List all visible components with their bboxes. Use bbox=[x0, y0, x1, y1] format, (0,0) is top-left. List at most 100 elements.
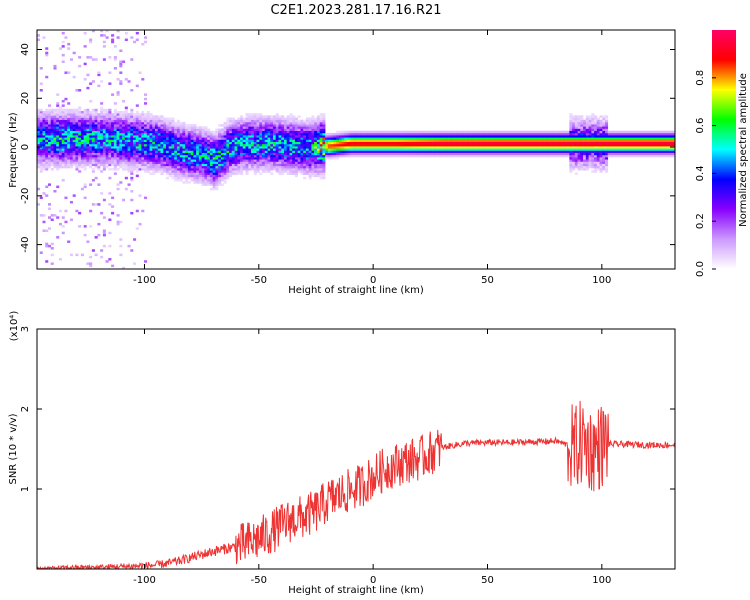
spectrogram-cell bbox=[448, 137, 452, 140]
spectrogram-cell bbox=[465, 132, 469, 136]
spectrogram-cell bbox=[637, 146, 641, 149]
spectrogram-cell bbox=[415, 137, 419, 140]
spectrogram-cell bbox=[187, 148, 191, 151]
spectrogram-cell bbox=[229, 141, 233, 145]
spectrogram-cell bbox=[201, 159, 205, 162]
spectrogram-cell bbox=[91, 203, 95, 206]
spectrogram-cell bbox=[83, 130, 87, 134]
spectrogram-cell bbox=[404, 141, 408, 145]
spectrogram-cell bbox=[363, 148, 367, 151]
spectrogram-cell bbox=[105, 161, 109, 164]
spectrogram-cell bbox=[251, 130, 255, 134]
spectrogram-cell bbox=[56, 130, 60, 134]
spectrogram-cell bbox=[160, 161, 164, 164]
spectrogram-cell bbox=[294, 174, 298, 178]
spectrogram-cell bbox=[45, 154, 49, 158]
spectrogram-cell bbox=[149, 172, 153, 175]
spectrogram-cell bbox=[412, 148, 416, 151]
spectrogram-cell bbox=[157, 154, 161, 158]
spectrogram-cell bbox=[294, 172, 298, 175]
spectrogram-cell bbox=[283, 141, 288, 145]
spectrogram-cell bbox=[530, 148, 534, 151]
spectrogram-cell bbox=[67, 163, 71, 167]
spectrogram-cell bbox=[530, 132, 534, 136]
spectrogram-cell bbox=[462, 148, 466, 151]
spectrogram-cell bbox=[196, 139, 200, 142]
spectrogram-cell bbox=[61, 126, 65, 129]
spectrogram-cell bbox=[138, 124, 142, 127]
spectrogram-cell bbox=[270, 159, 274, 162]
spectrogram-cell bbox=[591, 159, 595, 162]
spectrogram-cell bbox=[607, 150, 611, 153]
spectrogram-cell bbox=[234, 152, 238, 156]
spectrogram-cell bbox=[179, 148, 183, 151]
spectrogram-cell bbox=[91, 179, 95, 182]
spectrogram-cell bbox=[344, 152, 348, 156]
spectrogram-cell bbox=[670, 130, 674, 134]
spectrogram-cell bbox=[135, 209, 139, 213]
spectrogram-cell bbox=[506, 152, 510, 156]
spectrogram-cell bbox=[308, 170, 312, 173]
spectrogram-cell bbox=[111, 159, 115, 162]
spectrogram-cell bbox=[596, 132, 600, 136]
spectrogram-cell bbox=[138, 152, 142, 156]
spectrogram-cell bbox=[599, 141, 603, 145]
spectrogram-cell bbox=[314, 121, 318, 125]
spectrogram-cell bbox=[50, 168, 54, 171]
spectrogram-cell bbox=[418, 137, 422, 140]
spectrogram-cell bbox=[135, 110, 139, 114]
spectrogram-cell bbox=[574, 163, 578, 167]
spectrogram-cell bbox=[94, 154, 98, 158]
spectrogram-cell bbox=[240, 117, 244, 121]
spectrogram-cell bbox=[190, 161, 194, 164]
spectrogram-cell bbox=[47, 148, 52, 151]
spectrogram-cell bbox=[275, 148, 279, 151]
spectrogram-cell bbox=[259, 115, 263, 118]
spectrogram-cell bbox=[165, 117, 170, 121]
spectrogram-cell bbox=[124, 154, 128, 158]
spectrogram-cell bbox=[251, 148, 255, 151]
spectrogram-cell bbox=[632, 135, 636, 138]
spectrogram-cell bbox=[569, 148, 573, 151]
spectrogram-cell bbox=[108, 82, 112, 85]
spectrogram-cell bbox=[72, 148, 76, 151]
spectrogram-cell bbox=[322, 174, 326, 178]
spectrogram-cell bbox=[67, 108, 71, 112]
spectrogram-cell bbox=[503, 137, 507, 140]
spectrogram-cell bbox=[102, 137, 106, 140]
spectrogram-cell bbox=[144, 152, 148, 156]
spectrogram-cell bbox=[541, 137, 545, 140]
spectrogram-cell bbox=[248, 135, 252, 138]
spectrogram-cell bbox=[144, 36, 148, 39]
spectrogram-cell bbox=[116, 78, 120, 81]
spectrogram-cell bbox=[322, 139, 326, 142]
spectrogram-cell bbox=[127, 80, 131, 83]
spectrogram-cell bbox=[311, 135, 315, 138]
spectrogram-cell bbox=[56, 163, 60, 167]
spectrogram-cell bbox=[80, 157, 84, 160]
spectrogram-cell bbox=[519, 146, 523, 149]
spectrogram-cell bbox=[259, 141, 263, 145]
spectrogram-cell bbox=[536, 139, 540, 142]
spectrogram-cell bbox=[278, 121, 282, 125]
spectrogram-cell bbox=[207, 146, 211, 149]
spectrogram-cell bbox=[673, 135, 675, 138]
spectrogram-cell bbox=[550, 150, 554, 153]
spectrogram-cell bbox=[97, 119, 101, 123]
snr-x-axis-label: Height of straight line (km) bbox=[288, 585, 424, 596]
spectrogram-cell bbox=[292, 146, 296, 149]
spectrogram-cell bbox=[374, 139, 378, 142]
spectrogram-cell bbox=[270, 137, 274, 140]
spectrogram-cell bbox=[270, 165, 274, 169]
spectrogram-cell bbox=[144, 163, 148, 167]
spectrogram-cell bbox=[223, 181, 227, 184]
spectrogram-cell bbox=[108, 143, 112, 147]
spectrogram-cell bbox=[256, 137, 260, 140]
spectrogram-cell bbox=[102, 45, 106, 48]
spectrogram-cell bbox=[124, 146, 128, 149]
spectrogram-cell bbox=[231, 159, 235, 162]
spectrogram-cell bbox=[111, 157, 115, 160]
spectrogram-cell bbox=[552, 150, 556, 153]
spectrogram-cell bbox=[141, 128, 145, 132]
spectrogram-cell bbox=[539, 154, 543, 158]
